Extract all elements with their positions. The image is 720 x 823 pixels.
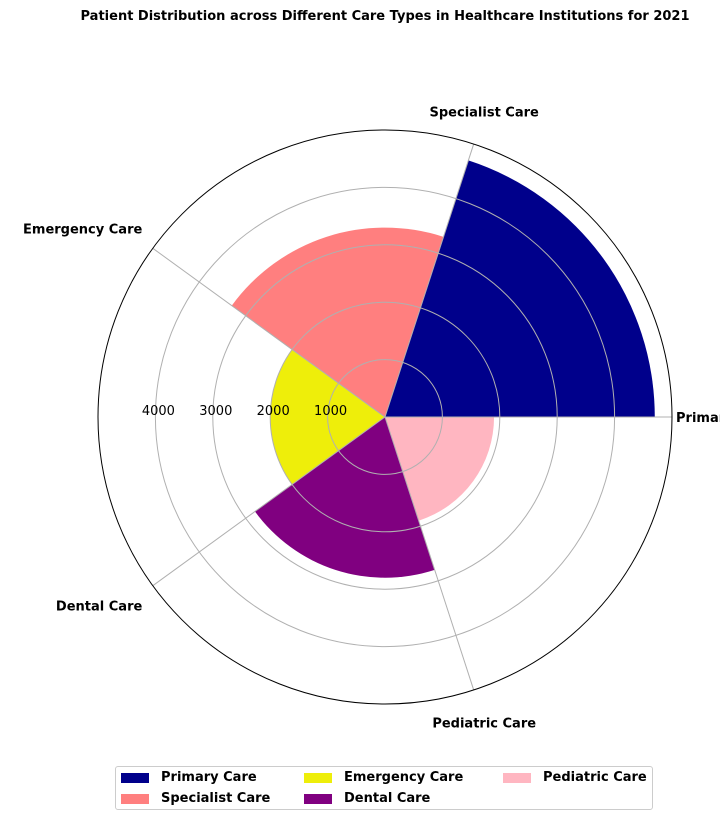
legend: Primary Care Specialist Care Emergency Car… xyxy=(115,766,653,810)
bar-dental-care xyxy=(254,417,435,578)
outer-frame-layer xyxy=(97,129,673,705)
bar-primary-care xyxy=(385,160,655,418)
legend-label: Pediatric Care xyxy=(543,770,647,785)
legend-swatch xyxy=(503,772,531,783)
legend-swatch xyxy=(121,793,149,804)
category-label-primary-care: Primary Care xyxy=(676,411,720,426)
grid-spoke xyxy=(152,416,386,587)
outer-frame xyxy=(97,129,673,705)
grid-spoke xyxy=(384,416,475,691)
legend-swatch xyxy=(304,793,332,804)
bar-pediatric-care xyxy=(385,417,495,521)
bar-specialist-care xyxy=(231,227,444,417)
legend-item-specialist-care: Specialist Care xyxy=(121,791,270,806)
legend-swatch xyxy=(121,772,149,783)
category-label-dental-care: Dental Care xyxy=(56,600,143,615)
labels-layer: 1000 2000 3000 4000 Primary Care Specialist C… xyxy=(23,106,720,732)
grid-spoke xyxy=(384,143,475,418)
legend-item-primary-care: Primary Care xyxy=(121,770,257,785)
bars-layer xyxy=(231,160,655,578)
radial-tick-label: 2000 xyxy=(257,404,290,419)
legend-label: Emergency Care xyxy=(344,770,464,785)
category-label-specialist-care: Specialist Care xyxy=(430,106,540,121)
legend-item-dental-care: Dental Care xyxy=(304,791,430,806)
legend-swatch xyxy=(304,772,332,783)
grid-spoke xyxy=(152,247,386,418)
radial-tick-label: 4000 xyxy=(142,404,175,419)
legend-item-pediatric-care: Pediatric Care xyxy=(503,770,647,785)
legend-label: Primary Care xyxy=(161,770,257,785)
grid-layer xyxy=(152,143,672,691)
legend-label: Dental Care xyxy=(344,791,431,806)
legend-label: Specialist Care xyxy=(161,791,271,806)
radial-tick-label: 3000 xyxy=(199,404,232,419)
category-label-emergency-care: Emergency Care xyxy=(23,222,142,237)
radial-tick-label: 1000 xyxy=(314,404,347,419)
chart-title: Patient Distribution across Different Ca… xyxy=(80,9,690,24)
legend-item-emergency-care: Emergency Care xyxy=(304,770,463,785)
category-label-pediatric-care: Pediatric Care xyxy=(432,716,536,731)
